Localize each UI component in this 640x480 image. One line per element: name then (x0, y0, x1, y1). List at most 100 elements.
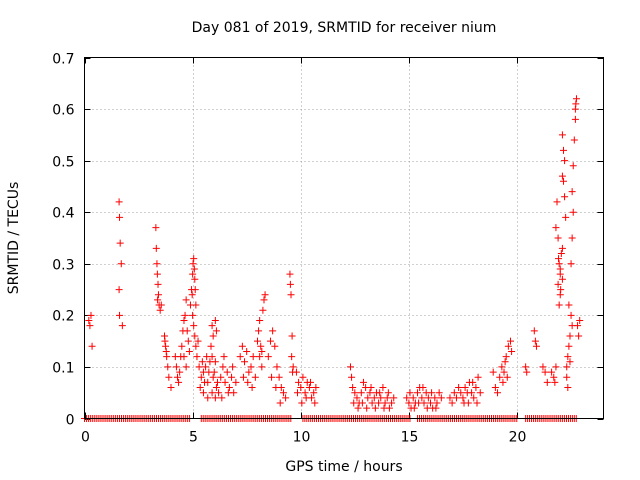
data-point (446, 394, 454, 402)
data-point (204, 394, 212, 402)
data-point (552, 224, 560, 232)
data-point (348, 373, 356, 381)
data-point (494, 389, 502, 397)
x-tick-label: 15 (401, 430, 419, 446)
data-point (557, 286, 565, 294)
data-point (256, 317, 264, 325)
data-point (264, 353, 272, 361)
data-point (287, 291, 295, 299)
data-point (390, 394, 398, 402)
data-point (286, 270, 294, 278)
data-point (259, 306, 267, 314)
data-point (568, 188, 576, 196)
data-point (455, 384, 463, 392)
data-point (208, 322, 216, 330)
data-point (406, 389, 414, 397)
data-point (504, 342, 512, 350)
data-point (556, 265, 564, 273)
data-point (205, 368, 213, 376)
x-tick-label: 10 (293, 430, 311, 446)
data-point (437, 394, 445, 402)
data-point (571, 105, 579, 113)
data-point (419, 384, 427, 392)
data-point (414, 389, 422, 397)
data-point (295, 378, 303, 386)
data-point (165, 373, 173, 381)
data-point (189, 260, 197, 268)
plot-frame (84, 57, 604, 419)
data-point (193, 353, 201, 361)
data-point (405, 399, 413, 407)
data-point (198, 358, 206, 366)
data-point (225, 384, 233, 392)
data-point (115, 198, 123, 206)
data-point (567, 311, 575, 319)
data-point (298, 399, 306, 407)
data-point (557, 249, 565, 257)
data-point (282, 394, 290, 402)
data-point (192, 342, 200, 350)
data-point (367, 384, 375, 392)
data-point (173, 373, 181, 381)
data-point (376, 389, 384, 397)
x-tick-label: 5 (189, 430, 198, 446)
data-point (116, 213, 124, 221)
data-point (555, 260, 563, 268)
data-point (261, 291, 269, 299)
data-point (191, 275, 199, 283)
data-point (363, 404, 371, 412)
data-point (539, 363, 547, 371)
y-tick-label: 0.6 (52, 103, 74, 119)
data-point (201, 378, 209, 386)
data-point (567, 260, 575, 268)
data-point (571, 115, 579, 123)
data-point (269, 327, 277, 335)
data-point (224, 389, 232, 397)
data-point (211, 358, 219, 366)
data-point (555, 301, 563, 309)
data-point (241, 358, 249, 366)
data-point (244, 378, 252, 386)
data-point (541, 368, 549, 376)
data-point (196, 384, 204, 392)
data-point (532, 342, 540, 350)
data-point (464, 399, 472, 407)
data-point (85, 317, 93, 325)
data-point (223, 368, 231, 376)
data-point (415, 399, 423, 407)
data-point (191, 332, 199, 340)
data-point (476, 389, 484, 397)
data-point (554, 234, 562, 242)
data-point (297, 384, 305, 392)
data-point (351, 389, 359, 397)
data-point (164, 363, 172, 371)
data-point (183, 327, 191, 335)
data-point (470, 394, 478, 402)
data-point (564, 384, 572, 392)
data-point (175, 378, 183, 386)
data-point (507, 337, 515, 345)
data-point (251, 373, 259, 381)
data-point (564, 353, 572, 361)
axis-ticks: 0 0.1 0.2 0.3 0.4 0.5 0.6 0.7 0 5 10 15 20 (52, 52, 604, 446)
data-point (232, 378, 240, 386)
data-point (273, 363, 281, 371)
data-point (554, 280, 562, 288)
data-point (428, 389, 436, 397)
data-point (209, 373, 217, 381)
data-point (311, 399, 319, 407)
data-point (116, 311, 124, 319)
data-point (221, 378, 229, 386)
data-point (276, 399, 284, 407)
data-point (182, 296, 190, 304)
data-point (254, 337, 261, 345)
data-point (576, 317, 584, 325)
data-point (572, 95, 580, 103)
data-point (228, 373, 236, 381)
data-point (555, 255, 563, 263)
data-point (424, 394, 432, 402)
data-point (238, 342, 246, 350)
data-point (502, 353, 510, 361)
data-point (189, 270, 197, 278)
data-point (550, 373, 558, 381)
